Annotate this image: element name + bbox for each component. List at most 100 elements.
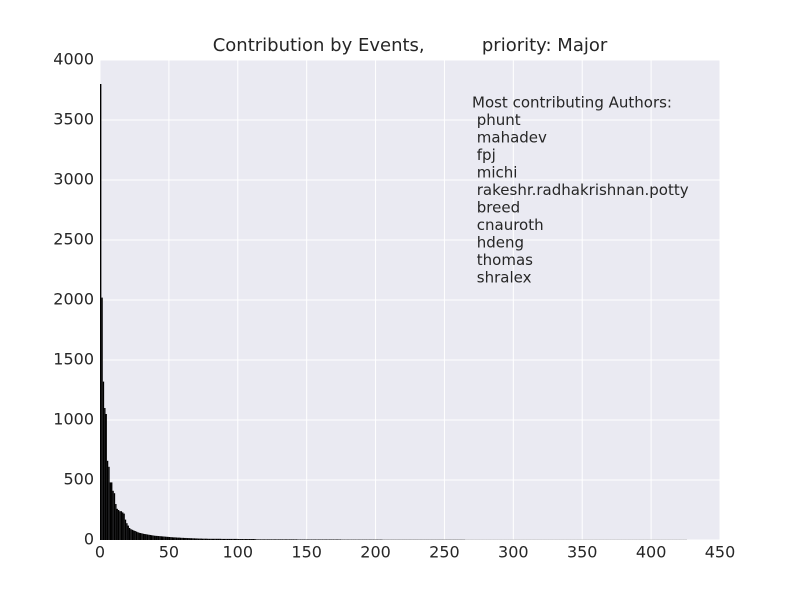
bar xyxy=(206,539,207,540)
bar xyxy=(223,539,224,540)
bar xyxy=(185,538,186,540)
bar xyxy=(122,512,123,540)
bar xyxy=(104,408,105,540)
bar xyxy=(278,539,279,540)
bar xyxy=(126,523,127,540)
bar xyxy=(196,538,197,540)
bar xyxy=(147,534,148,540)
bar xyxy=(169,537,170,540)
bar xyxy=(151,535,152,540)
x-tick-label: 200 xyxy=(360,543,391,562)
bar xyxy=(161,536,162,540)
bar xyxy=(271,539,272,540)
bar xyxy=(268,539,269,540)
bar xyxy=(213,539,214,540)
bar xyxy=(183,538,184,540)
bar xyxy=(106,414,107,540)
bar xyxy=(202,539,203,540)
bar xyxy=(289,539,290,540)
bar xyxy=(188,538,189,540)
bar xyxy=(282,539,283,540)
bar xyxy=(217,539,218,540)
bar xyxy=(228,539,229,540)
bar xyxy=(265,539,266,540)
bar xyxy=(145,534,146,540)
bar xyxy=(212,539,213,540)
bar xyxy=(143,534,144,540)
bar xyxy=(286,539,287,540)
bar xyxy=(130,529,131,540)
y-tick-label: 3500 xyxy=(53,110,94,129)
bar xyxy=(152,535,153,540)
bar xyxy=(253,539,254,540)
annotation-line: phunt xyxy=(472,111,521,129)
bar xyxy=(231,539,232,540)
x-tick-label: 0 xyxy=(95,543,105,562)
bar xyxy=(201,539,202,540)
bar xyxy=(261,539,262,540)
bar xyxy=(225,539,226,540)
bar xyxy=(292,539,293,540)
bar xyxy=(100,84,101,540)
bar xyxy=(296,539,297,540)
bar xyxy=(108,467,109,540)
annotation-line: cnauroth xyxy=(472,216,544,234)
bar xyxy=(112,491,113,540)
bar xyxy=(198,539,199,540)
bar xyxy=(123,514,124,540)
bar xyxy=(280,539,281,540)
y-tick-label: 1500 xyxy=(53,350,94,369)
bar xyxy=(263,539,264,540)
annotation-line: fpj xyxy=(472,146,496,164)
bar xyxy=(246,539,247,540)
bar xyxy=(227,539,228,540)
bar xyxy=(232,539,233,540)
y-tick-label: 2500 xyxy=(53,230,94,249)
x-tick-label: 450 xyxy=(705,543,736,562)
bar xyxy=(140,533,141,540)
annotation-line: Most contributing Authors: xyxy=(472,94,672,112)
x-tick-label: 100 xyxy=(223,543,254,562)
bar xyxy=(192,538,193,540)
bar xyxy=(163,537,164,540)
bar xyxy=(148,535,149,540)
bar xyxy=(117,509,118,540)
bar xyxy=(158,536,159,540)
annotation-line: breed xyxy=(472,199,520,217)
bar xyxy=(141,533,142,540)
bar xyxy=(214,539,215,540)
annotation-line: mahadev xyxy=(472,129,547,147)
bar xyxy=(293,539,294,540)
bar xyxy=(210,539,211,540)
bar xyxy=(241,539,242,540)
bar xyxy=(128,526,129,540)
bar xyxy=(101,298,102,540)
bar xyxy=(111,482,112,540)
annotation-line: rakeshr.radhakrishnan.potty xyxy=(472,181,689,199)
bar xyxy=(290,539,291,540)
bar xyxy=(275,539,276,540)
bar xyxy=(162,536,163,540)
bar xyxy=(279,539,280,540)
bar xyxy=(207,539,208,540)
chart-title: Contribution by Events, priority: Major xyxy=(213,35,608,56)
bar xyxy=(245,539,246,540)
bar xyxy=(220,539,221,540)
bar xyxy=(174,537,175,540)
bar xyxy=(205,539,206,540)
bar xyxy=(216,539,217,540)
bar xyxy=(129,528,130,540)
bar xyxy=(274,539,275,540)
y-tick-label: 4000 xyxy=(53,50,94,69)
bar xyxy=(165,537,166,540)
bar xyxy=(203,539,204,540)
x-tick-label: 400 xyxy=(636,543,667,562)
bar xyxy=(115,504,116,540)
bar xyxy=(194,538,195,540)
bar xyxy=(250,539,251,540)
x-tick-label: 300 xyxy=(498,543,529,562)
bar xyxy=(181,538,182,540)
bar xyxy=(283,539,284,540)
bar xyxy=(191,538,192,540)
